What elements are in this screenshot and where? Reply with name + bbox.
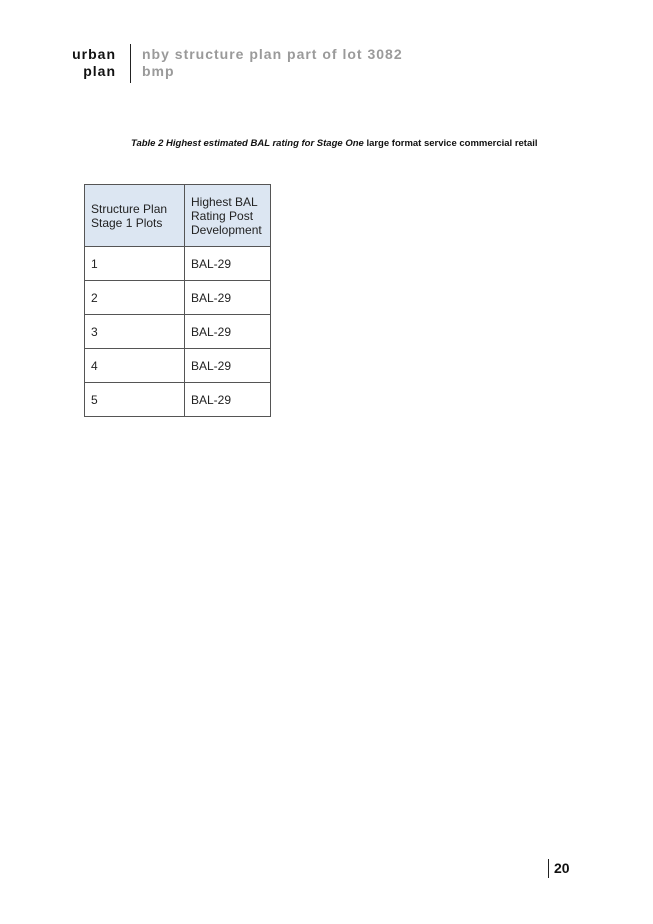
brand-logo: urban plan	[60, 46, 116, 80]
table-caption: Table 2 Highest estimated BAL rating for…	[131, 138, 538, 149]
brand-line-1: urban	[72, 46, 116, 62]
table-cell: 4	[84, 348, 185, 383]
table-cell: BAL-29	[184, 348, 271, 383]
table-row: 1 BAL-29	[84, 246, 271, 281]
title-line-2: bmp	[142, 63, 175, 79]
table-cell: BAL-29	[184, 246, 271, 281]
table-row: 3 BAL-29	[84, 314, 271, 349]
document-title: nby structure plan part of lot 3082 bmp	[142, 46, 403, 80]
page-number-divider	[548, 859, 549, 878]
table-row: 4 BAL-29	[84, 348, 271, 383]
caption-italic: Table 2 Highest estimated BAL rating for…	[131, 138, 364, 149]
caption-regular: large format service commercial retail	[366, 138, 538, 149]
table-cell: BAL-29	[184, 382, 271, 417]
table-cell: BAL-29	[184, 314, 271, 349]
table-cell: 2	[84, 280, 185, 315]
page-number: 20	[554, 860, 570, 876]
header-divider	[130, 44, 131, 83]
table-header-row: Structure Plan Stage 1 Plots Highest BAL…	[84, 184, 271, 247]
table-cell: BAL-29	[184, 280, 271, 315]
title-line-1: nby structure plan part of lot 3082	[142, 46, 403, 62]
table-row: 2 BAL-29	[84, 280, 271, 315]
bal-table: Structure Plan Stage 1 Plots Highest BAL…	[84, 184, 271, 417]
column-header: Structure Plan Stage 1 Plots	[84, 184, 185, 247]
table-cell: 3	[84, 314, 185, 349]
table-cell: 1	[84, 246, 185, 281]
table-row: 5 BAL-29	[84, 382, 271, 417]
brand-line-2: plan	[83, 63, 116, 79]
column-header: Highest BAL Rating Post Development	[184, 184, 271, 247]
table-cell: 5	[84, 382, 185, 417]
